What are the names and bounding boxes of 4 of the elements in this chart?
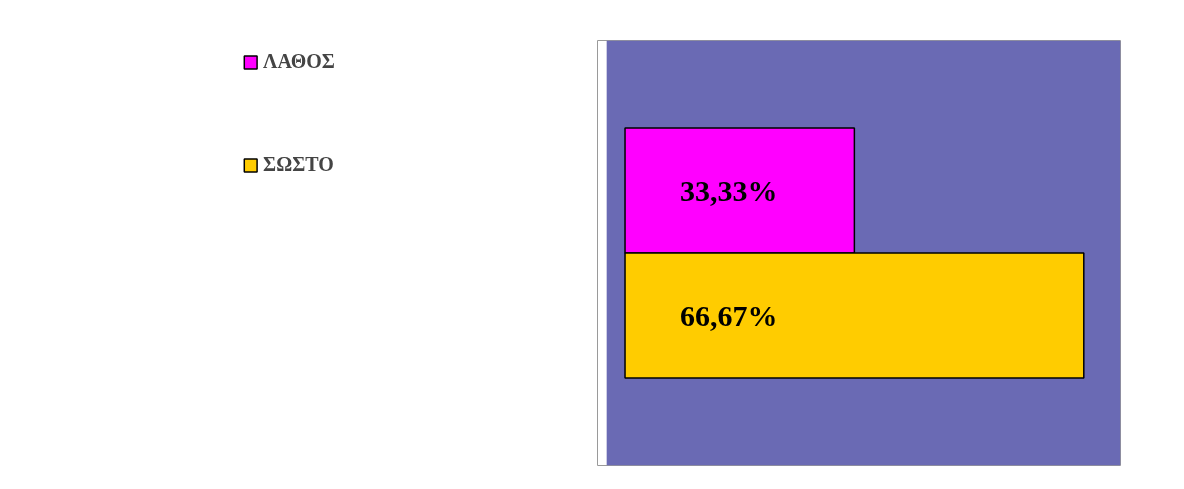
legend-label: ΛΑΘΟΣ (263, 50, 335, 73)
legend-label: ΣΩΣΤΟ (263, 153, 334, 176)
data-label: 33,33% (680, 174, 778, 207)
data-label: 66,67% (680, 299, 778, 332)
